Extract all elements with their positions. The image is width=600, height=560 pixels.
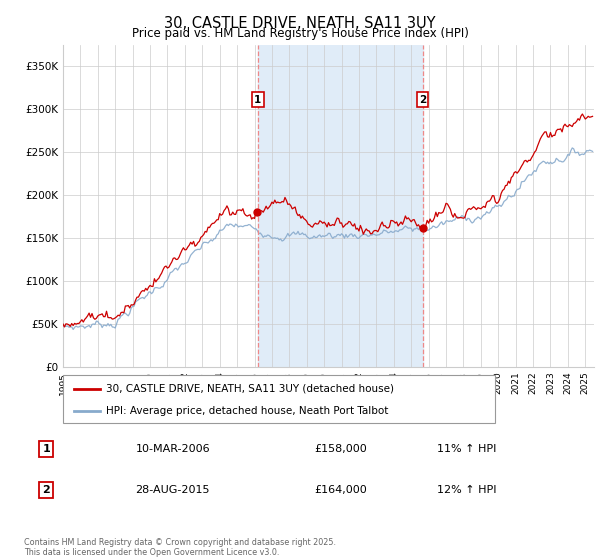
Text: £158,000: £158,000 — [314, 444, 367, 454]
Text: 1: 1 — [43, 444, 50, 454]
Text: 10-MAR-2006: 10-MAR-2006 — [136, 444, 210, 454]
Text: Contains HM Land Registry data © Crown copyright and database right 2025.
This d: Contains HM Land Registry data © Crown c… — [24, 538, 336, 557]
Text: Price paid vs. HM Land Registry's House Price Index (HPI): Price paid vs. HM Land Registry's House … — [131, 27, 469, 40]
Text: 2: 2 — [43, 485, 50, 495]
Text: 2: 2 — [419, 95, 426, 105]
Text: 12% ↑ HPI: 12% ↑ HPI — [437, 485, 496, 495]
Text: 30, CASTLE DRIVE, NEATH, SA11 3UY (detached house): 30, CASTLE DRIVE, NEATH, SA11 3UY (detac… — [106, 384, 394, 394]
Text: HPI: Average price, detached house, Neath Port Talbot: HPI: Average price, detached house, Neat… — [106, 406, 389, 416]
Text: 28-AUG-2015: 28-AUG-2015 — [136, 485, 210, 495]
Text: 11% ↑ HPI: 11% ↑ HPI — [437, 444, 496, 454]
Text: £164,000: £164,000 — [314, 485, 367, 495]
Text: 30, CASTLE DRIVE, NEATH, SA11 3UY: 30, CASTLE DRIVE, NEATH, SA11 3UY — [164, 16, 436, 31]
FancyBboxPatch shape — [63, 375, 495, 423]
Text: 1: 1 — [254, 95, 262, 105]
Bar — [258, 45, 422, 367]
